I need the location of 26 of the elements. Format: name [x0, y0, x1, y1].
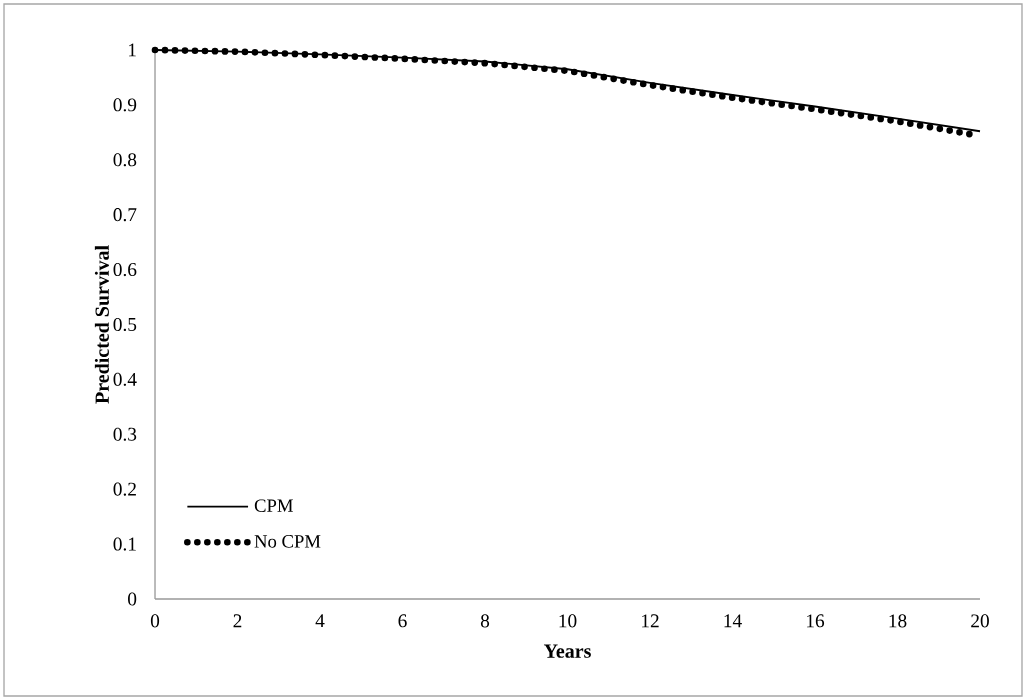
y-tick-label: 0.8	[113, 153, 137, 167]
y-tick-label: 0.6	[113, 263, 137, 277]
y-tick-label: 1	[128, 43, 136, 57]
y-tick-label: 0	[128, 592, 137, 606]
x-tick-label: 14	[724, 614, 742, 628]
x-tick-label: 10	[559, 614, 577, 628]
y-axis-title: Predicted Survival	[94, 245, 109, 404]
y-tick-label: 0.4	[113, 372, 137, 386]
x-tick-label: 0	[150, 614, 160, 628]
y-tick-label: 0.5	[113, 317, 137, 332]
y-tick-label: 0.1	[113, 537, 136, 551]
y-tick-label: 0.3	[113, 427, 137, 441]
x-tick-label: 4	[315, 614, 325, 628]
x-tick-label: 8	[480, 614, 490, 628]
x-tick-label: 2	[233, 614, 242, 628]
y-tick-label: 0.9	[113, 98, 137, 112]
x-tick-label: 12	[642, 614, 659, 628]
x-tick-label: 16	[807, 614, 825, 628]
legend-label: No CPM	[254, 535, 321, 548]
y-tick-label: 0.2	[113, 482, 136, 496]
x-tick-label: 20	[971, 614, 989, 628]
x-tick-label: 18	[889, 614, 907, 628]
x-tick-label: 6	[398, 614, 407, 628]
legend-label: CPM	[254, 499, 293, 512]
y-tick-label: 0.7	[113, 208, 137, 222]
x-axis-title: Years	[543, 644, 591, 658]
